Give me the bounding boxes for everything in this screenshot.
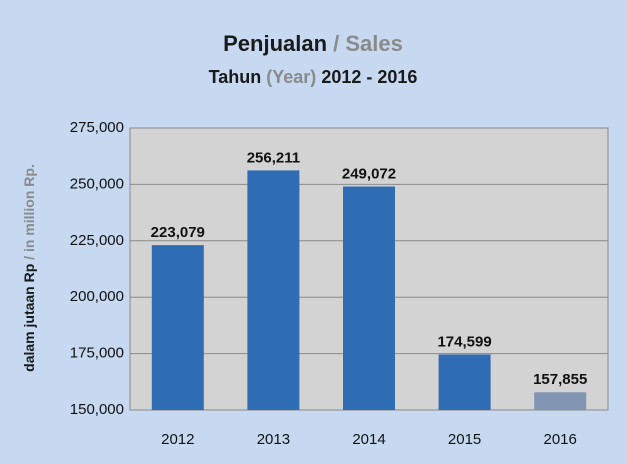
bar — [438, 354, 491, 410]
value-label: 223,079 — [151, 224, 205, 241]
x-tick-label: 2013 — [257, 431, 290, 448]
y-axis-label: dalam jutaan Rp / in million Rp. — [21, 164, 37, 372]
bar — [534, 392, 587, 410]
x-tick-label: 2015 — [448, 431, 481, 448]
ylabel-part: dalam jutaan Rp — [21, 264, 37, 372]
y-tick-label: 250,000 — [70, 175, 124, 192]
y-tick-label: 150,000 — [70, 401, 124, 418]
value-label: 249,072 — [342, 165, 396, 182]
value-label: 256,211 — [247, 149, 300, 166]
bar — [343, 186, 395, 410]
x-tick-label: 2014 — [352, 431, 385, 448]
title-part: Penjualan — [223, 31, 327, 56]
bar — [247, 170, 300, 410]
y-tick-label: 225,000 — [70, 232, 124, 249]
title-part: / Sales — [333, 31, 403, 56]
value-label: 157,855 — [533, 371, 587, 388]
y-tick-label: 175,000 — [70, 345, 124, 362]
bar — [151, 245, 204, 410]
subtitle-part: Tahun — [209, 67, 262, 87]
y-tick-label: 275,000 — [70, 119, 124, 136]
y-tick-label: 200,000 — [70, 288, 124, 305]
subtitle-part: 2012 - 2016 — [321, 67, 417, 87]
ylabel-part: / in million Rp. — [21, 164, 37, 260]
chart-subtitle: Tahun (Year) 2012 - 2016 — [209, 67, 418, 87]
chart-title: Penjualan / Sales — [223, 31, 403, 56]
x-tick-label: 2012 — [161, 431, 194, 448]
subtitle-part: (Year) — [266, 67, 316, 87]
x-tick-label: 2016 — [544, 431, 577, 448]
value-label: 174,599 — [437, 333, 491, 350]
